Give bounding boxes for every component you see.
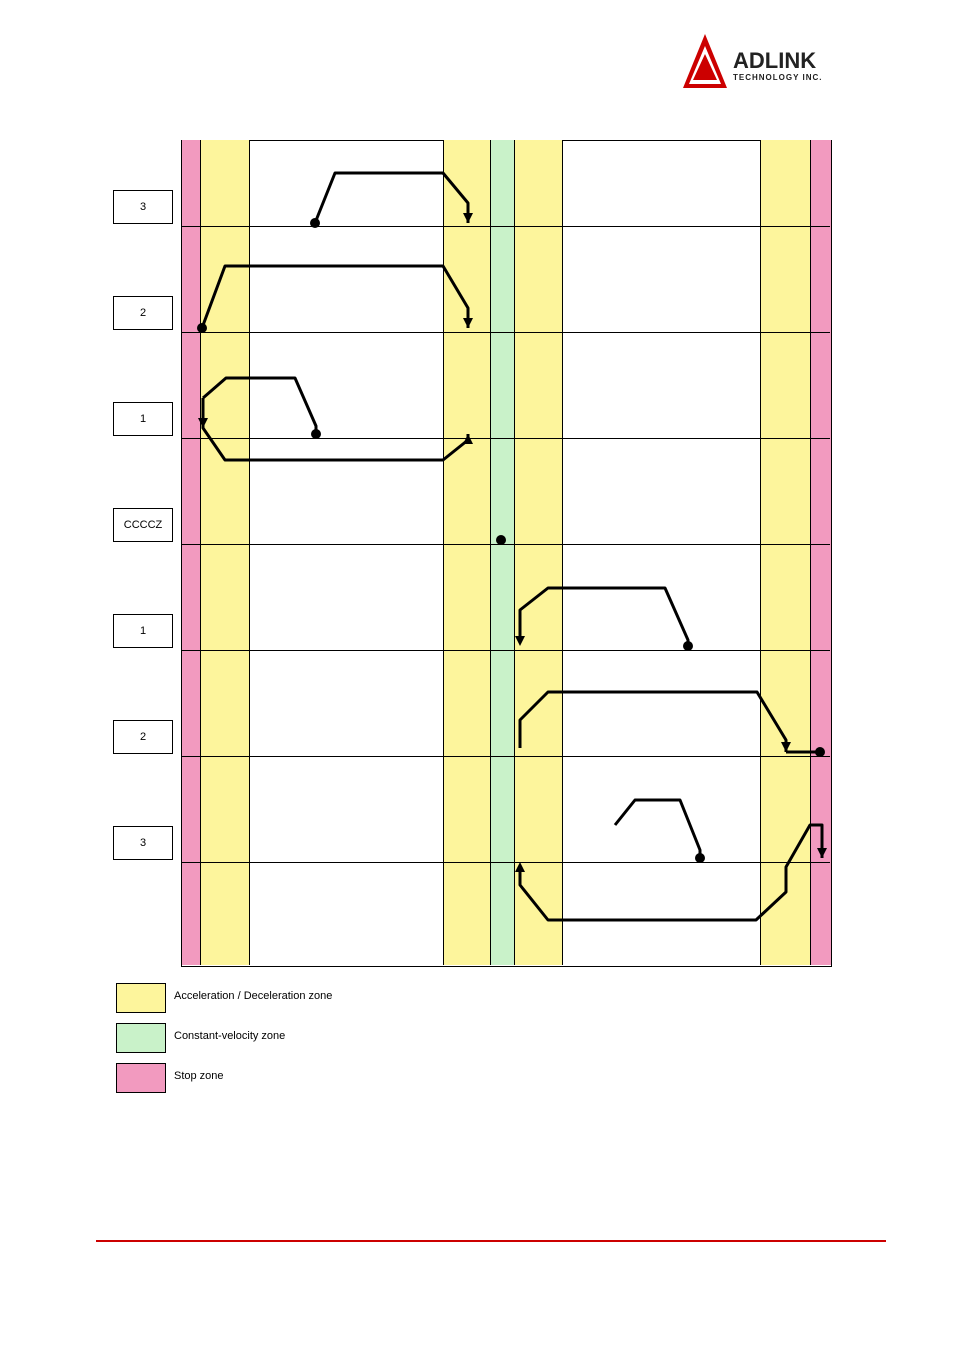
- legend-accel-decel-label: Acceleration / Deceleration zone: [174, 990, 332, 1002]
- legend-accel-decel-swatch: [116, 983, 166, 1013]
- sig-top-3a: [203, 398, 468, 460]
- sig-top-3b-dot: [311, 429, 321, 439]
- sig-top-3b-arrow: [198, 418, 208, 428]
- sig-bot-3b-arrow: [515, 862, 525, 872]
- sig-top-2-dot: [197, 323, 207, 333]
- legend-stop-swatch: [116, 1063, 166, 1093]
- bottom-rule: [96, 1240, 886, 1242]
- legend-stop-label: Stop zone: [174, 1070, 224, 1082]
- sig-top-3a-arrow: [463, 434, 473, 444]
- sig-bot-3b-dot: [695, 853, 705, 863]
- sig-bot-3a: [520, 825, 822, 920]
- sig-bot-3b: [649, 800, 700, 858]
- sig-mid-dot-dot: [496, 535, 506, 545]
- sig-top-2-arrow: [463, 318, 473, 328]
- sig-top-3b: [266, 378, 316, 434]
- signal-traces: [0, 0, 954, 1352]
- sig-top-1-arrow: [463, 213, 473, 223]
- sig-top-3c: [203, 378, 266, 398]
- legend-const-vel-label: Constant-velocity zone: [174, 1030, 285, 1042]
- sig-bot-3c: [615, 800, 649, 825]
- legend-const-vel-swatch: [116, 1023, 166, 1053]
- sig-top-1: [315, 173, 468, 223]
- sig-bot-2: [520, 692, 786, 752]
- sig-top-2: [202, 266, 468, 328]
- sig-bot-3a-arrow: [817, 848, 827, 858]
- sig-top-1-dot: [310, 218, 320, 228]
- sig-bot-1-arrow: [515, 636, 525, 646]
- sig-bot-1-dot: [683, 641, 693, 651]
- sig-bot-1: [520, 588, 688, 646]
